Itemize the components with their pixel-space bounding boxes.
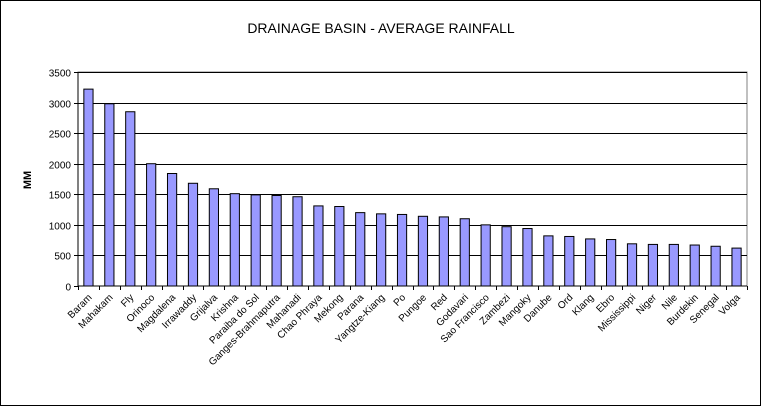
bar-mississippi <box>626 243 638 287</box>
bar-zambezi <box>501 226 512 287</box>
bar-irrawaddy <box>187 182 199 287</box>
y-tick-label: 500 <box>54 252 71 263</box>
bar-mangoky <box>522 228 533 287</box>
bar-parana <box>355 212 366 287</box>
bar-paraiba-do-sol <box>250 194 261 287</box>
bar-magdalena <box>166 173 178 287</box>
y-tick-label: 2500 <box>49 130 72 141</box>
x-tick-label-volga: Volga <box>717 292 743 318</box>
y-axis-ticks: 0 500 1000 1500 2000 2500 3000 3500 <box>49 69 78 294</box>
bar-ebro <box>606 239 617 287</box>
y-tick-label: 3000 <box>49 100 72 111</box>
x-tick-label-po: Po <box>392 292 409 309</box>
chart-title: DRAINAGE BASIN - AVERAGE RAINFALL <box>247 20 515 36</box>
bar-po <box>396 213 408 287</box>
bar-fly <box>125 111 136 287</box>
bar-krishna <box>229 193 240 287</box>
bar-volga <box>731 247 742 287</box>
y-tick-label: 2000 <box>49 161 72 172</box>
y-tick-label: 3500 <box>49 69 72 80</box>
bar-pungoe <box>417 215 429 287</box>
bar-baram <box>83 88 94 287</box>
bar-mekong <box>334 206 345 287</box>
y-tick-label: 1500 <box>49 191 72 202</box>
bar-chao-phraya <box>313 205 324 287</box>
bar-orinoco <box>146 163 157 287</box>
bar-danube <box>543 235 554 287</box>
bar-burdekin <box>689 244 700 287</box>
bar-mahakam <box>104 103 115 287</box>
bar-niger <box>647 243 659 287</box>
y-tick-label: 1000 <box>49 222 72 233</box>
plot-area <box>77 71 748 287</box>
y-tick-label: 0 <box>65 283 71 294</box>
bar-ganges-brahmaputra <box>271 195 282 287</box>
y-axis-label: MM <box>22 171 34 189</box>
bar-yangtze-kiang <box>376 213 387 287</box>
bar-mahanadi <box>292 196 303 287</box>
bar-godavari <box>459 218 470 287</box>
bars <box>83 88 742 287</box>
x-tick-label-niger: Niger <box>634 292 659 317</box>
bar-nile <box>668 243 679 287</box>
x-tick-label-klang: Klang <box>570 292 596 318</box>
bar-grijalva <box>208 188 219 287</box>
bar-red <box>438 216 449 287</box>
bar-klang <box>585 238 596 287</box>
bar-ord <box>564 235 575 287</box>
bar-sao-francisco <box>480 224 491 287</box>
bar-senegal <box>710 245 721 287</box>
